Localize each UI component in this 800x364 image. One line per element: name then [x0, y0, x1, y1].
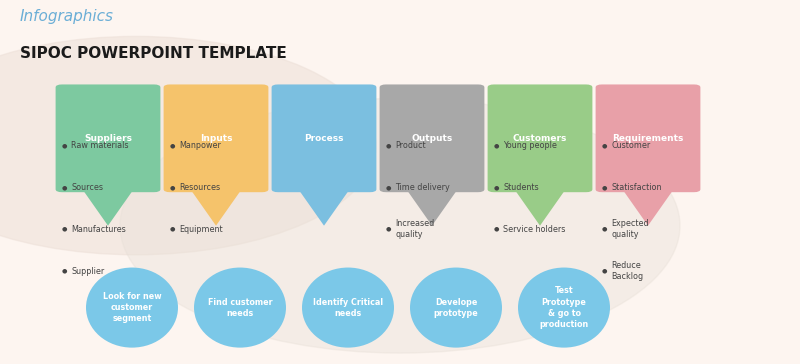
Text: Supplier: Supplier — [71, 267, 105, 276]
Text: Infographics: Infographics — [20, 9, 114, 24]
Text: ●: ● — [602, 269, 607, 274]
Text: ●: ● — [602, 185, 607, 190]
Text: Product: Product — [395, 141, 426, 150]
Text: ●: ● — [62, 143, 67, 148]
Text: Statisfaction: Statisfaction — [611, 183, 662, 192]
Text: ●: ● — [170, 185, 175, 190]
Circle shape — [120, 98, 680, 353]
Text: ●: ● — [62, 227, 67, 232]
Text: Service holders: Service holders — [503, 225, 566, 234]
FancyBboxPatch shape — [56, 84, 160, 192]
FancyBboxPatch shape — [488, 84, 593, 192]
Text: Equipment: Equipment — [179, 225, 223, 234]
Text: Inputs: Inputs — [200, 134, 232, 143]
Text: Develope
prototype: Develope prototype — [434, 297, 478, 318]
Text: ●: ● — [494, 143, 499, 148]
Polygon shape — [406, 189, 458, 226]
Ellipse shape — [194, 268, 286, 348]
Circle shape — [0, 36, 376, 255]
Text: Customer: Customer — [611, 141, 650, 150]
Text: Process: Process — [304, 134, 344, 143]
Text: ●: ● — [62, 269, 67, 274]
Text: Raw materials: Raw materials — [71, 141, 129, 150]
Text: Outputs: Outputs — [411, 134, 453, 143]
Text: Find customer
needs: Find customer needs — [208, 297, 272, 318]
Text: Suppliers: Suppliers — [84, 134, 132, 143]
Polygon shape — [514, 189, 566, 226]
Text: Look for new
customer
segment: Look for new customer segment — [102, 292, 162, 323]
Polygon shape — [190, 189, 242, 226]
Text: ●: ● — [386, 227, 391, 232]
Text: ●: ● — [170, 143, 175, 148]
FancyBboxPatch shape — [595, 84, 701, 192]
Text: Requirements: Requirements — [612, 134, 684, 143]
Text: Reduce
Backlog: Reduce Backlog — [611, 261, 643, 281]
Text: Test
Prototype
& go to
production: Test Prototype & go to production — [539, 286, 589, 329]
Polygon shape — [622, 189, 674, 226]
Text: Resources: Resources — [179, 183, 220, 192]
Ellipse shape — [86, 268, 178, 348]
Text: ●: ● — [494, 185, 499, 190]
Text: Students: Students — [503, 183, 539, 192]
Text: Customers: Customers — [513, 134, 567, 143]
Polygon shape — [82, 189, 134, 226]
Text: ●: ● — [386, 185, 391, 190]
Text: ●: ● — [602, 227, 607, 232]
Text: ●: ● — [386, 143, 391, 148]
Text: ●: ● — [170, 227, 175, 232]
Text: ●: ● — [602, 143, 607, 148]
Text: Sources: Sources — [71, 183, 103, 192]
Text: Expected
quality: Expected quality — [611, 219, 649, 240]
Text: Increased
quality: Increased quality — [395, 219, 434, 240]
Text: ●: ● — [62, 185, 67, 190]
Text: SIPOC POWERPOINT TEMPLATE: SIPOC POWERPOINT TEMPLATE — [20, 46, 286, 60]
Ellipse shape — [410, 268, 502, 348]
Text: Manufactures: Manufactures — [71, 225, 126, 234]
Polygon shape — [298, 189, 350, 226]
Text: Manpower: Manpower — [179, 141, 221, 150]
Text: ●: ● — [494, 227, 499, 232]
Ellipse shape — [518, 268, 610, 348]
Text: Young people: Young people — [503, 141, 557, 150]
Ellipse shape — [302, 268, 394, 348]
Text: Identify Critical
needs: Identify Critical needs — [313, 297, 383, 318]
FancyBboxPatch shape — [380, 84, 485, 192]
Text: Time delivery: Time delivery — [395, 183, 450, 192]
FancyBboxPatch shape — [272, 84, 377, 192]
FancyBboxPatch shape — [164, 84, 269, 192]
